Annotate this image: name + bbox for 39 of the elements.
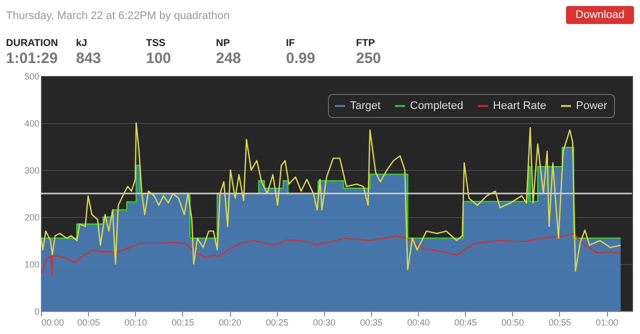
text: 248 [216,50,242,67]
x-tick-label: 01:00 [596,318,618,328]
text: 100 [146,50,172,67]
x-tick-label: 00:25 [266,318,288,328]
y-tick-label: 200 [24,212,40,222]
line-series [40,122,622,272]
text: kJ [76,38,88,49]
legend-label: Heart Rate [493,100,546,112]
text: 1:01:29 [6,50,58,67]
x-tick-label: 00:35 [360,318,383,328]
x-tick-label: 00:50 [502,318,524,328]
x-tick-label: 00:10 [124,318,148,328]
chart-subtitle: Thursday, March 22 at 6:22PM by quadrathon [6,10,230,22]
x-tick-label: 00:00 [42,318,64,328]
x-tick-label: 00:30 [313,318,336,328]
y-tick-label: 300 [24,166,40,176]
x-tick-label: 00:45 [454,318,477,328]
x-tick-label: 00:20 [218,318,242,328]
line-series [41,233,622,276]
legend-label: Completed [410,100,464,112]
legend-label: Target [350,100,381,112]
legend-label: Power [576,100,608,112]
text: TSS [146,38,166,49]
x-tick-label: 00:40 [407,318,430,328]
text: 843 [76,50,102,67]
y-tick-label: 500 [24,72,40,82]
text: Download [576,9,624,21]
y-tick-label: 0 [34,306,40,316]
x-tick-label: 00:55 [548,318,572,328]
text: 250 [356,50,382,67]
y-tick-label: 400 [24,118,40,128]
text: IF [286,38,295,49]
y-tick-label: 100 [24,260,40,270]
text: 0.99 [286,50,316,67]
x-tick-label: 00:05 [77,318,100,328]
x-tick-label: 00:15 [172,318,194,328]
text: DURATION [6,38,58,49]
text: FTP [356,38,376,49]
text: NP [216,38,230,49]
